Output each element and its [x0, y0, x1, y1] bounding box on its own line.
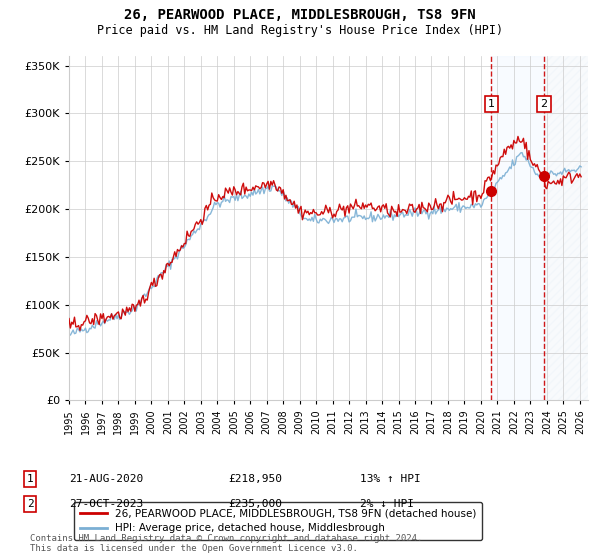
Bar	[491, 56, 544, 400]
Text: 27-OCT-2023: 27-OCT-2023	[69, 499, 143, 509]
Text: 26, PEARWOOD PLACE, MIDDLESBROUGH, TS8 9FN: 26, PEARWOOD PLACE, MIDDLESBROUGH, TS8 9…	[124, 8, 476, 22]
Bar	[544, 56, 588, 400]
Text: 1: 1	[26, 474, 34, 484]
Text: 13% ↑ HPI: 13% ↑ HPI	[360, 474, 421, 484]
Text: Price paid vs. HM Land Registry's House Price Index (HPI): Price paid vs. HM Land Registry's House …	[97, 24, 503, 36]
Text: 2: 2	[26, 499, 34, 509]
Text: £235,000: £235,000	[228, 499, 282, 509]
Text: Contains HM Land Registry data © Crown copyright and database right 2024.
This d: Contains HM Land Registry data © Crown c…	[30, 534, 422, 553]
Text: 1: 1	[488, 99, 495, 109]
Text: 21-AUG-2020: 21-AUG-2020	[69, 474, 143, 484]
Text: 2: 2	[541, 99, 548, 109]
Text: £218,950: £218,950	[228, 474, 282, 484]
Text: 2% ↓ HPI: 2% ↓ HPI	[360, 499, 414, 509]
Legend: 26, PEARWOOD PLACE, MIDDLESBROUGH, TS8 9FN (detached house), HPI: Average price,: 26, PEARWOOD PLACE, MIDDLESBROUGH, TS8 9…	[74, 502, 482, 540]
